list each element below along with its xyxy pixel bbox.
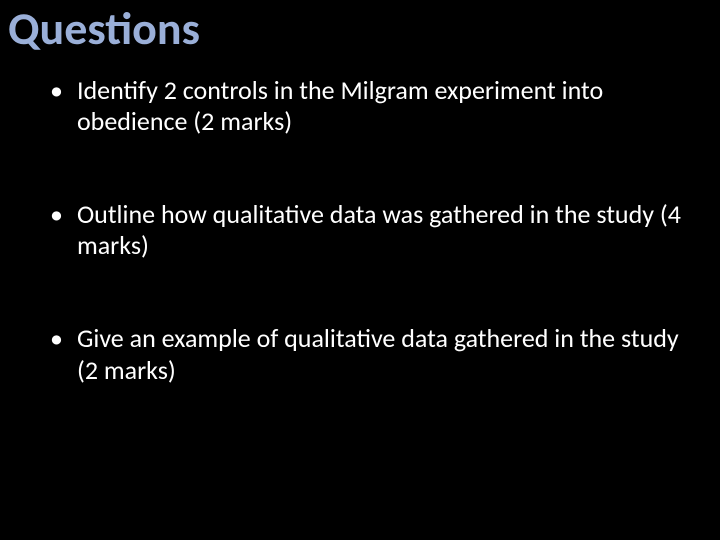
bullet-text: Outline how qualitative data was gathere… — [77, 199, 690, 261]
bullet-item: • Outline how qualitative data was gathe… — [50, 199, 690, 261]
bullet-marker-icon: • — [50, 199, 63, 230]
slide-content: • Identify 2 controls in the Milgram exp… — [0, 63, 720, 386]
bullet-item: • Identify 2 controls in the Milgram exp… — [50, 75, 690, 137]
bullet-marker-icon: • — [50, 75, 63, 106]
bullet-marker-icon: • — [50, 323, 63, 354]
bullet-text: Identify 2 controls in the Milgram exper… — [77, 75, 690, 137]
bullet-text: Give an example of qualitative data gath… — [77, 323, 690, 385]
slide: Questions • Identify 2 controls in the M… — [0, 0, 720, 540]
bullet-item: • Give an example of qualitative data ga… — [50, 323, 690, 385]
slide-title: Questions — [0, 0, 720, 63]
